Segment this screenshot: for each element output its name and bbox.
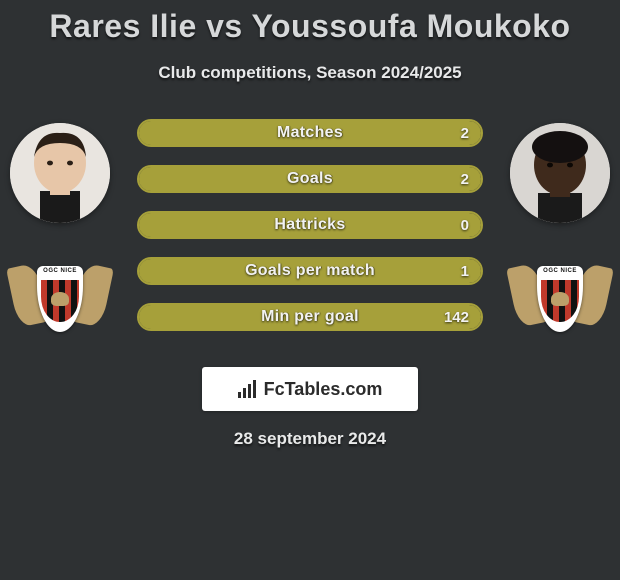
stat-label: Goals per match: [139, 262, 481, 280]
stat-bar: 1Goals per match: [137, 257, 483, 285]
club-right-label: OGC NICE: [537, 268, 583, 274]
stat-label: Goals: [139, 170, 481, 188]
stat-bar: 2Matches: [137, 119, 483, 147]
player-right-avatar: [510, 123, 610, 223]
player-left-club-logo: OGC NICE: [10, 257, 110, 341]
date-text: 28 september 2024: [0, 429, 620, 449]
stat-bar: 142Min per goal: [137, 303, 483, 331]
page-title: Rares Ilie vs Youssoufa Moukoko: [0, 8, 620, 45]
stat-bars: 2Matches 2Goals 0Hattricks 1Goals per match…: [137, 119, 483, 349]
stat-label: Hattricks: [139, 216, 481, 234]
stat-label: Min per goal: [139, 308, 481, 326]
subtitle: Club competitions, Season 2024/2025: [0, 63, 620, 83]
brand-box[interactable]: FcTables.com: [202, 367, 418, 411]
player-right-club-logo: OGC NICE: [510, 257, 610, 341]
brand-text: FcTables.com: [264, 379, 383, 400]
player-left-avatar: [10, 123, 110, 223]
club-left-label: OGC NICE: [37, 268, 83, 274]
stat-bar: 2Goals: [137, 165, 483, 193]
stat-label: Matches: [139, 124, 481, 142]
comparison-area: OGC NICE OGC NICE 2Matches 2Goals 0Hattric…: [0, 111, 620, 351]
bars-chart-icon: [238, 380, 260, 398]
stat-bar: 0Hattricks: [137, 211, 483, 239]
